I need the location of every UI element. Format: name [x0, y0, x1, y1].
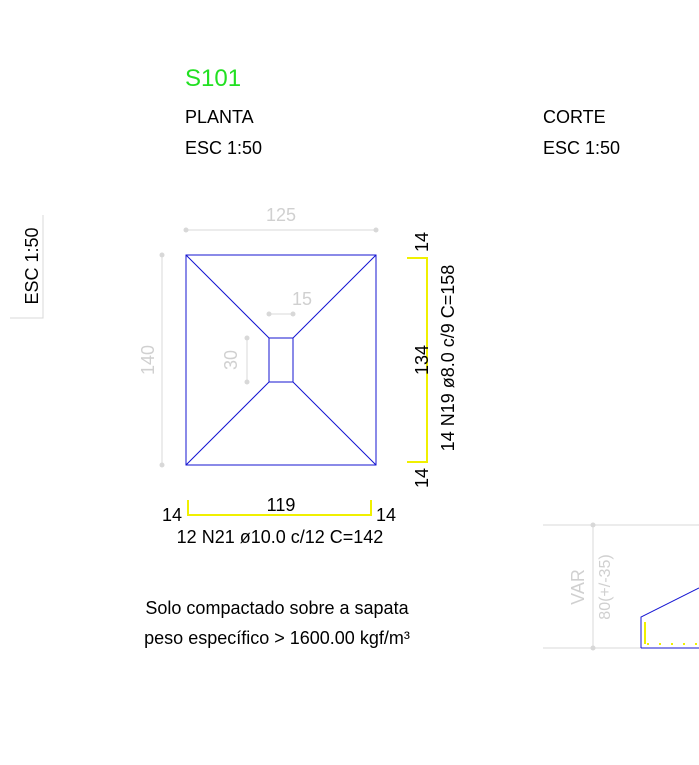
rebar-y: [407, 257, 428, 463]
note: Solo compactado sobre a sapata: [145, 598, 409, 618]
rebar-x-length: 119: [267, 495, 296, 515]
plan-scale: ESC 1:50: [185, 138, 262, 158]
dim-column-width: 15: [292, 289, 312, 309]
footing: [185, 254, 377, 466]
side-scale: ESC 1:50: [22, 227, 42, 304]
section-height: 80(+/-35): [597, 554, 614, 619]
dim-lines: [161, 229, 376, 465]
dim-column-length: 30: [221, 350, 241, 370]
rebar-y-length: 134: [412, 345, 432, 375]
slopes: [185, 254, 377, 466]
dim-dot: [590, 645, 596, 651]
side-frame: [10, 215, 44, 319]
section-scale: ESC 1:50: [543, 138, 620, 158]
rebar-x: [187, 500, 372, 516]
section-title: CORTE: [543, 107, 606, 127]
code: S101: [185, 65, 241, 92]
rebar-y-hook: 14: [412, 232, 432, 252]
dim-dots: [159, 227, 379, 468]
section-footing: [640, 587, 699, 649]
rebar-x-hook: 14: [162, 505, 182, 525]
dim-length: 140: [138, 345, 158, 375]
section-height-label: VAR: [568, 569, 588, 605]
rebar-x-label: 12 N21 ø10.0 c/12 C=142: [177, 527, 384, 547]
note: peso específico > 1600.00 kgf/m³: [144, 628, 410, 648]
dim-width: 125: [266, 205, 296, 225]
column: [268, 337, 294, 383]
dim-dot: [590, 522, 596, 528]
rebar-y-label: 14 N19 ø8.0 c/9 C=158: [438, 265, 458, 452]
rebar-x-hook: 14: [376, 505, 396, 525]
plan-title: PLANTA: [185, 107, 254, 127]
rebar-y-hook: 14: [412, 468, 432, 488]
section-dims: [543, 524, 699, 649]
section-rebar: [644, 622, 699, 645]
